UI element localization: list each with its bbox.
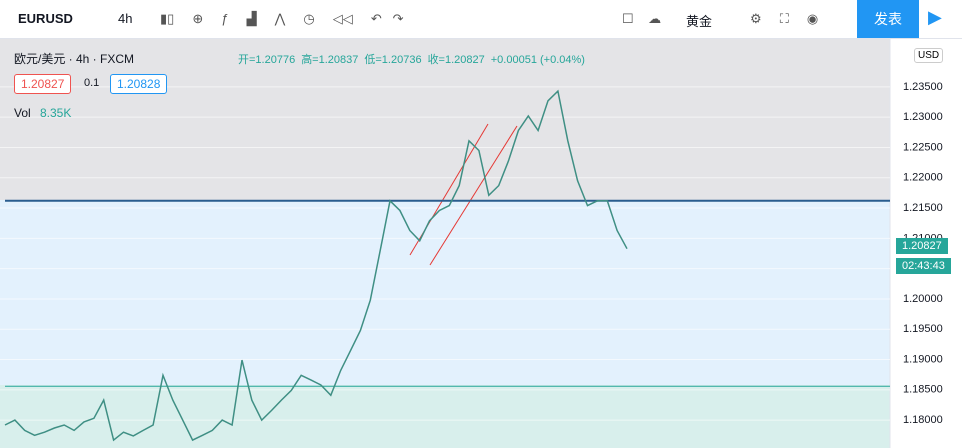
currency[interactable]: USD (914, 48, 944, 63)
spread: 0.1 (84, 77, 100, 89)
legend-ohlc: 开=1.20776 高=1.20837 低=1.20736 收=1.20827 +0.0… (238, 51, 591, 67)
zone-gray (0, 39, 890, 200)
play-button[interactable]: ▶ (928, 7, 942, 27)
y-tick-label: 1.21500 (903, 202, 943, 214)
vol-label: Vol (14, 106, 31, 120)
y-tick-label: 1.23500 (903, 81, 943, 93)
toolbar: EURUSD 4h ▮▯ ⊕ ƒ ▟ ⋀ ◷ ◁◁ ↶ ↷ ☐ ☁ 黄金 ⚙ ⛶… (0, 0, 962, 39)
ohlc-item: 收=1.20827 (427, 54, 485, 66)
y-tick-label: 1.19500 (903, 323, 943, 335)
countdown: 02:43:43 (896, 258, 951, 274)
y-tick-label: 1.23000 (903, 111, 943, 123)
y-tick-label: 1.18000 (903, 414, 943, 426)
bid-box[interactable]: 1.20827 (14, 74, 72, 94)
ohlc-item: 低=1.20736 (364, 54, 422, 66)
zone-blue (0, 200, 890, 385)
ohlc-item: 开=1.20776 (238, 54, 296, 66)
y-tick-label: 1.20000 (903, 293, 943, 305)
publish-button[interactable]: 发表 (857, 0, 919, 38)
settings-icons[interactable]: ⚙ ⛶ ◉ (750, 11, 819, 26)
ohlc-item: +0.00051 (+0.04%) (490, 54, 585, 66)
vol-value: 8.35K (40, 106, 72, 120)
theme[interactable]: 黄金 (686, 14, 713, 29)
ohlc-item: 高=1.20837 (301, 54, 359, 66)
price-line (4, 89, 628, 442)
y-tick-label: 1.22000 (903, 172, 943, 184)
y-tick-label: 1.18500 (903, 384, 943, 396)
y-tick-label: 1.22500 (903, 141, 943, 153)
layout-icon[interactable]: ☐ ☁ (622, 11, 662, 26)
icons[interactable]: ▮▯ ⊕ ƒ ▟ ⋀ ◷ ◁◁ ↶ ↷ (160, 11, 404, 26)
y-tick-label: 1.19000 (903, 353, 943, 365)
interval[interactable]: 4h (118, 11, 133, 26)
last-price: 1.20827 (896, 238, 948, 254)
legend-title: 欧元/美元 · 4h · FXCM (14, 52, 135, 66)
chart: 1.235001.230001.225001.220001.215001.210… (0, 39, 962, 448)
channel-line (429, 125, 518, 266)
ask-box[interactable]: 1.20828 (110, 74, 168, 94)
symbol[interactable]: EURUSD (18, 11, 73, 26)
zone-teal (0, 385, 890, 448)
